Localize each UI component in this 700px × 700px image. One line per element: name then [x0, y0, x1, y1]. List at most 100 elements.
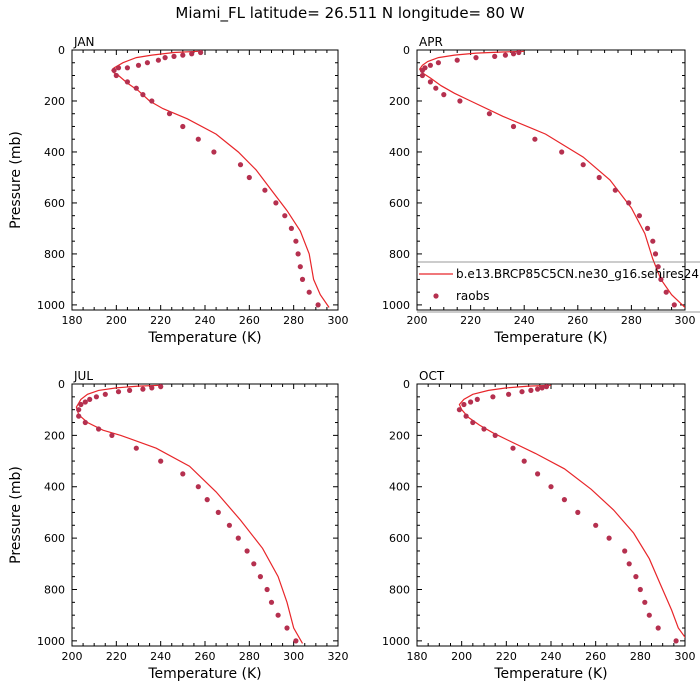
raobs-point	[474, 396, 480, 402]
raobs-point	[456, 407, 462, 413]
raobs-point	[606, 535, 612, 541]
x-tick-label: 300	[675, 314, 696, 327]
x-tick-label: 220	[496, 650, 517, 663]
raobs-point	[113, 72, 119, 79]
raobs-point	[293, 638, 299, 644]
y-tick-label: 0	[403, 378, 410, 391]
raobs-point	[149, 98, 155, 104]
raobs-point	[575, 509, 581, 515]
raobs-point	[516, 50, 522, 56]
x-tick-label: 300	[328, 314, 349, 327]
x-axis-label: Temperature (K)	[493, 666, 607, 682]
raobs-point	[171, 53, 177, 60]
raobs-point	[282, 213, 288, 219]
raobs-point	[180, 471, 186, 477]
raobs-point	[539, 385, 545, 391]
raobs-point	[521, 458, 527, 464]
raobs-point	[284, 625, 290, 631]
y-tick-label: 800	[389, 248, 410, 261]
raobs-point	[237, 162, 244, 168]
raobs-point	[419, 67, 425, 73]
raobs-point	[626, 561, 632, 567]
raobs-point	[528, 387, 534, 393]
x-tick-label: 260	[195, 650, 216, 663]
x-tick-label: 280	[283, 314, 304, 327]
x-tick-label: 240	[150, 650, 171, 663]
raobs-point	[543, 384, 550, 390]
y-tick-label: 0	[58, 378, 65, 391]
raobs-point	[189, 51, 195, 57]
raobs-point	[127, 387, 133, 393]
raobs-point	[102, 391, 108, 397]
model-series-line	[418, 50, 685, 308]
panel-label: JAN	[73, 35, 95, 49]
raobs-point	[111, 67, 117, 73]
raobs-point	[427, 79, 433, 85]
raobs-point	[506, 391, 512, 397]
raobs-point	[273, 200, 279, 206]
y-tick-label: 400	[44, 481, 65, 494]
y-tick-label: 0	[58, 44, 65, 57]
x-tick-label: 180	[407, 650, 428, 663]
raobs-point	[215, 509, 221, 515]
raobs-point	[435, 60, 441, 66]
raobs-point	[109, 432, 115, 438]
raobs-point	[244, 548, 250, 554]
y-axis-label: Pressure (mb)	[8, 131, 24, 229]
raobs-point	[268, 599, 275, 605]
panel-label: APR	[419, 35, 443, 49]
x-axis-label: Temperature (K)	[493, 330, 607, 346]
raobs-point	[275, 612, 281, 618]
raobs-point	[612, 187, 618, 193]
panel-jul: JUL 200 220 240 260 280 300 320 0 200 400 600 800 100…	[8, 369, 349, 682]
raobs-point	[470, 419, 476, 426]
raobs-point	[637, 586, 643, 593]
raobs-point	[481, 426, 487, 432]
x-tick-label: 200	[62, 650, 83, 663]
raobs-point	[78, 401, 84, 408]
raobs-point	[195, 484, 201, 490]
x-tick-label: 260	[239, 314, 260, 327]
raobs-point	[492, 53, 498, 60]
panel-label: OCT	[419, 369, 445, 383]
raobs-point	[158, 384, 164, 390]
y-tick-label: 600	[44, 532, 65, 545]
raobs-point	[96, 426, 102, 432]
y-tick-label: 800	[389, 583, 410, 596]
raobs-point	[646, 612, 652, 618]
raobs-point	[596, 174, 602, 181]
x-tick-label: 300	[283, 650, 304, 663]
x-tick-label: 240	[195, 314, 216, 327]
raobs-point	[671, 302, 677, 308]
y-tick-label: 600	[389, 197, 410, 210]
raobs-point	[140, 386, 146, 392]
raobs-point	[441, 92, 447, 98]
raobs-point	[502, 52, 508, 58]
raobs-point	[76, 407, 82, 413]
x-tick-label: 280	[239, 650, 260, 663]
raobs-point	[463, 413, 469, 419]
raobs-point	[559, 149, 565, 155]
y-tick-label: 1000	[382, 635, 410, 648]
x-tick-label: 240	[514, 314, 535, 327]
y-tick-label: 0	[403, 44, 410, 57]
x-tick-label: 200	[106, 314, 127, 327]
raobs-point	[486, 111, 492, 117]
raobs-point	[626, 200, 632, 206]
raobs-point	[115, 389, 122, 395]
raobs-point	[548, 484, 554, 490]
y-axis-label: Pressure (mb)	[8, 466, 24, 564]
raobs-point	[658, 276, 664, 282]
raobs-point	[650, 238, 656, 244]
legend-dot-marker	[433, 293, 439, 299]
x-tick-label: 280	[621, 314, 642, 327]
raobs-point	[135, 62, 142, 68]
y-tick-label: 400	[44, 146, 65, 159]
raobs-point	[162, 55, 168, 61]
raobs-point	[180, 52, 186, 58]
raobs-point	[561, 497, 568, 503]
panel-label: JUL	[73, 369, 93, 383]
raobs-point	[144, 60, 150, 66]
